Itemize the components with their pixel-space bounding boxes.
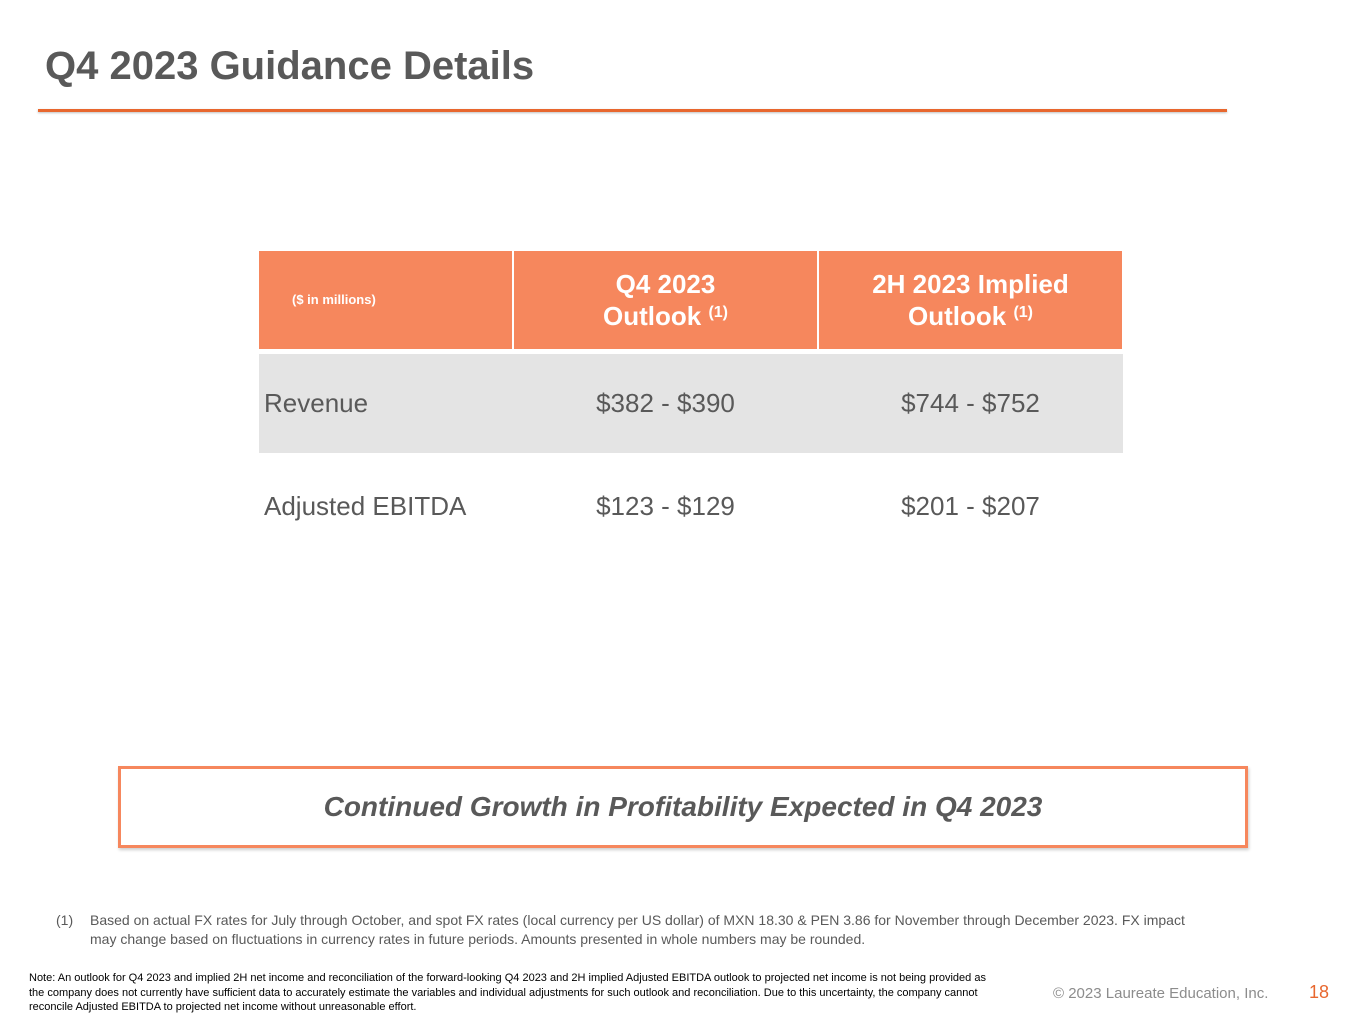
column-header-2h-implied-outlook: 2H 2023 Implied Outlook (1) <box>819 251 1122 349</box>
footnote-ref: (1) <box>708 304 728 321</box>
footnote-text: Based on actual FX rates for July throug… <box>90 912 1185 947</box>
table-header-row: ($ in millions) Q4 2023 Outlook (1) 2H 20… <box>259 251 1123 349</box>
footnote-marker: (1) <box>56 912 74 928</box>
2h-outlook-value: $201 - $207 <box>901 491 1040 521</box>
column-header-q4-outlook: Q4 2023 Outlook (1) <box>514 251 817 349</box>
column-header-line2: Outlook <box>907 301 1007 331</box>
q4-outlook-value: $382 - $390 <box>596 388 735 418</box>
disclaimer-note: Note: An outlook for Q4 2023 and implied… <box>29 972 986 1013</box>
callout-box: Continued Growth in Profitability Expect… <box>118 766 1248 848</box>
units-label: ($ in millions) <box>259 251 512 349</box>
guidance-table: ($ in millions) Q4 2023 Outlook (1) 2H 20… <box>259 251 1123 556</box>
footnote: (1) Based on actual FX rates for July th… <box>56 911 1196 949</box>
title-underline <box>38 109 1227 112</box>
column-header-line1: 2H 2023 Implied <box>872 269 1069 299</box>
row-label: Adjusted EBITDA <box>264 491 467 521</box>
copyright: © 2023 Laureate Education, Inc. <box>1053 985 1269 1002</box>
column-header-line1: Q4 2023 <box>615 269 716 299</box>
q4-outlook-value: $123 - $129 <box>596 491 735 521</box>
table-row-revenue: Revenue $382 - $390 $744 - $752 <box>259 354 1123 453</box>
table-row-adjusted-ebitda: Adjusted EBITDA $123 - $129 $201 - $207 <box>259 457 1123 556</box>
page-number: 18 <box>1309 982 1330 1002</box>
callout-text: Continued Growth in Profitability Expect… <box>323 791 1043 822</box>
row-label: Revenue <box>264 388 369 418</box>
column-header-line2: Outlook <box>602 301 702 331</box>
2h-outlook-value: $744 - $752 <box>901 388 1040 418</box>
footnote-ref: (1) <box>1013 304 1033 321</box>
page-title: Q4 2023 Guidance Details <box>45 44 535 88</box>
